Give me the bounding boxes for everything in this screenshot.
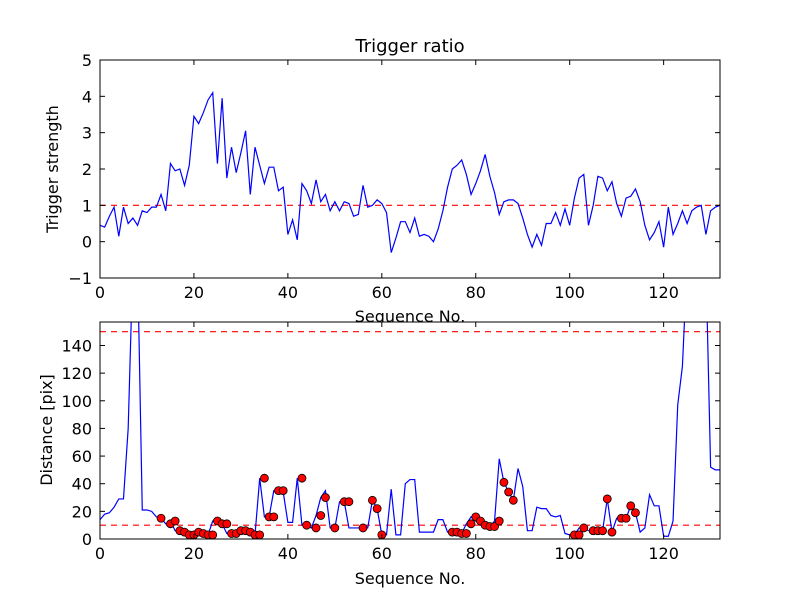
bottom-data-marker <box>626 501 636 511</box>
bottom-data-marker <box>494 516 504 526</box>
bottom-data-marker <box>358 523 368 533</box>
bottom-data-marker <box>631 508 640 518</box>
bottom-ytick-label: 140 <box>61 336 92 355</box>
bottom-ytick-label: 0 <box>82 530 92 549</box>
top-chart-title: Trigger ratio <box>354 36 464 57</box>
top-ytick-label: −1 <box>68 269 92 288</box>
bottom-data-marker <box>259 473 269 483</box>
top-series-line <box>99 90 721 253</box>
bottom-plot-frame <box>99 321 721 540</box>
bottom-xtick-label: 20 <box>184 544 204 563</box>
top-xtick-label: 60 <box>372 283 392 302</box>
top-ytick-label: 4 <box>82 87 92 106</box>
bottom-data-marker <box>466 519 476 529</box>
bottom-xtick-label: 60 <box>372 544 392 563</box>
distance-chart: 0 20 40 60 80 100 120 0 20 40 60 80 100 120 140 Seque… <box>37 321 721 588</box>
top-ytick-label: 3 <box>82 124 92 143</box>
bottom-ytick-label: 20 <box>72 502 92 521</box>
bottom-ytick-label: 80 <box>72 419 92 438</box>
top-y-axis-label: Trigger strength <box>43 105 62 234</box>
bottom-data-marker <box>222 519 232 529</box>
bottom-ytick-label: 100 <box>61 392 92 411</box>
bottom-data-marker <box>598 526 607 536</box>
bottom-data-marker <box>602 494 612 504</box>
bottom-y-ticks: 0 20 40 60 80 100 120 140 <box>61 336 720 549</box>
bottom-data-marker <box>311 523 321 533</box>
bottom-markers-group <box>156 473 640 540</box>
bottom-data-marker <box>574 530 584 540</box>
bottom-data-marker <box>156 513 166 523</box>
bottom-data-marker <box>607 527 617 537</box>
bottom-ytick-label: 120 <box>61 364 92 383</box>
top-xtick-label: 0 <box>95 283 105 302</box>
top-ytick-label: 2 <box>82 160 92 179</box>
bottom-data-marker <box>504 487 514 497</box>
bottom-data-marker <box>278 486 288 496</box>
top-xtick-label: 20 <box>184 283 204 302</box>
top-y-ticks: −1 0 1 2 3 4 5 <box>68 51 720 288</box>
bottom-threshold-lines-group <box>100 331 720 526</box>
bottom-data-marker <box>170 516 180 526</box>
top-xtick-label: 40 <box>278 283 298 302</box>
bottom-data-marker <box>321 493 330 502</box>
bottom-data-marker <box>508 495 518 505</box>
top-x-axis-label: Sequence No. <box>355 307 466 326</box>
bottom-data-marker <box>269 512 279 522</box>
bottom-data-marker <box>579 523 589 533</box>
top-x-ticks: 0 20 40 60 80 100 120 <box>95 60 679 302</box>
top-xtick-label: 120 <box>648 283 679 302</box>
bottom-xtick-label: 80 <box>466 544 486 563</box>
top-ytick-label: 5 <box>82 51 92 70</box>
bottom-data-marker <box>344 497 354 507</box>
bottom-data-marker <box>330 523 340 533</box>
top-ytick-label: 1 <box>82 196 92 215</box>
top-series-group <box>99 90 721 253</box>
bottom-data-marker <box>368 495 377 505</box>
bottom-data-marker <box>297 473 307 483</box>
bottom-data-marker <box>316 511 326 520</box>
top-plot-background <box>100 60 720 278</box>
bottom-xtick-label: 0 <box>95 544 105 563</box>
bottom-ytick-label: 60 <box>72 447 92 466</box>
bottom-xtick-label: 120 <box>648 544 679 563</box>
top-xtick-label: 100 <box>554 283 585 302</box>
bottom-data-marker <box>499 477 509 487</box>
top-ytick-label: 0 <box>82 233 92 252</box>
bottom-data-marker <box>490 522 499 531</box>
bottom-data-marker <box>208 530 218 540</box>
bottom-y-axis-label: Distance [pix] <box>37 374 56 486</box>
bottom-plot-background <box>100 322 720 539</box>
bottom-xtick-label: 100 <box>554 544 585 563</box>
bottom-data-marker <box>255 530 265 540</box>
bottom-data-marker <box>372 504 382 513</box>
bottom-data-marker <box>302 520 312 530</box>
bottom-data-marker <box>621 513 631 523</box>
bottom-data-marker <box>461 529 471 538</box>
bottom-xtick-label: 40 <box>278 544 298 563</box>
bottom-x-ticks: 0 20 40 60 80 100 120 <box>95 322 679 563</box>
top-xtick-label: 80 <box>466 283 486 302</box>
bottom-x-axis-label: Sequence No. <box>355 569 466 588</box>
bottom-ytick-label: 40 <box>72 475 92 494</box>
